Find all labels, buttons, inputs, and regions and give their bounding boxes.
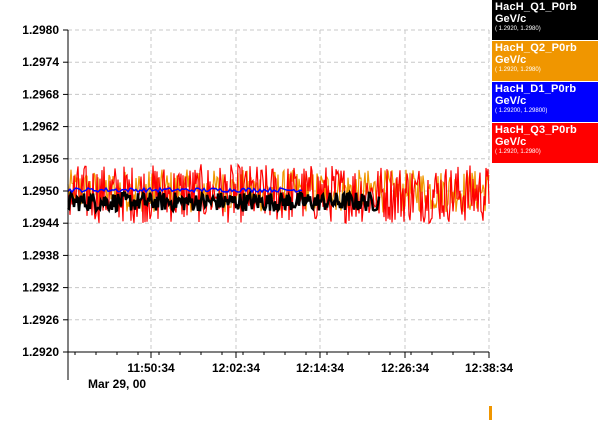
legend-series-name: HacH_Q1_P0rb (495, 1, 577, 13)
x-date-label: Mar 29, 00 (88, 377, 146, 391)
y-tick-label: 1.2974 (22, 55, 59, 69)
legend-item-HacH_Q2_P0rb: HacH_Q2_P0rb GeV/c( 1.2920, 1.2980) (492, 41, 598, 82)
legend-item-HacH_D1_P0rb: HacH_D1_P0rb GeV/c( 1.29200, 1.29800) (492, 82, 598, 123)
legend-item-HacH_Q3_P0rb: HacH_Q3_P0rb GeV/c( 1.2920, 1.2980) (492, 123, 598, 164)
y-tick-label: 1.2968 (22, 87, 59, 101)
legend-series-unit: GeV/c (495, 13, 527, 25)
series-line-HacH_Q1_P0rb (67, 189, 381, 215)
x-tick-label: 12:02:34 (212, 361, 260, 375)
x-tick-label: 12:26:34 (381, 361, 429, 375)
y-tick-label: 1.2926 (22, 313, 59, 327)
y-tick-label: 1.2950 (22, 184, 59, 198)
legend-series-range: ( 1.2920, 1.2980) (495, 67, 541, 73)
legend-series-range: ( 1.2920, 1.2980) (495, 26, 541, 32)
y-tick-label: 1.2920 (22, 345, 59, 359)
series-line-HacH_D1_P0rb (67, 186, 303, 194)
legend-series-unit: GeV/c (495, 95, 527, 107)
x-tick-label: 11:50:34 (127, 361, 175, 375)
y-tick-label: 1.2962 (22, 120, 59, 134)
legend-series-range: ( 1.29200, 1.29800) (495, 108, 548, 114)
x-tick-labels: 11:50:34 12:02:34 12:14:34 12:26:34 12:38:34 (127, 361, 513, 375)
y-tick-labels: 1.2980 1.2974 1.2968 1.2962 1.2956 1.2950 1.29… (22, 23, 59, 359)
y-tick-label: 1.2938 (22, 248, 59, 262)
y-tick-label: 1.2932 (22, 281, 59, 295)
series-lines (67, 163, 490, 225)
legend-series-range: ( 1.2920, 1.2980) (495, 149, 541, 155)
legend-item-HacH_Q1_P0rb: HacH_Q1_P0rb GeV/c( 1.2920, 1.2980) (492, 0, 598, 41)
series-line-HacH_Q2_P0rb (67, 168, 490, 214)
orange-marker (489, 406, 492, 420)
y-tick-label: 1.2956 (22, 152, 59, 166)
series-line-HacH_Q3_P0rb (67, 163, 490, 225)
y-tick-label: 1.2944 (22, 216, 59, 230)
legend-series-unit: GeV/c (495, 136, 527, 148)
x-tick-label: 12:38:34 (465, 361, 513, 375)
legend-series-unit: GeV/c (495, 54, 527, 66)
legend-series-name: HacH_Q3_P0rb (495, 124, 577, 136)
y-tick-label: 1.2980 (22, 23, 59, 37)
x-tick-label: 12:14:34 (296, 361, 344, 375)
legend-series-name: HacH_Q2_P0rb (495, 42, 577, 54)
legend-series-name: HacH_D1_P0rb (495, 83, 577, 95)
axes (63, 29, 490, 380)
